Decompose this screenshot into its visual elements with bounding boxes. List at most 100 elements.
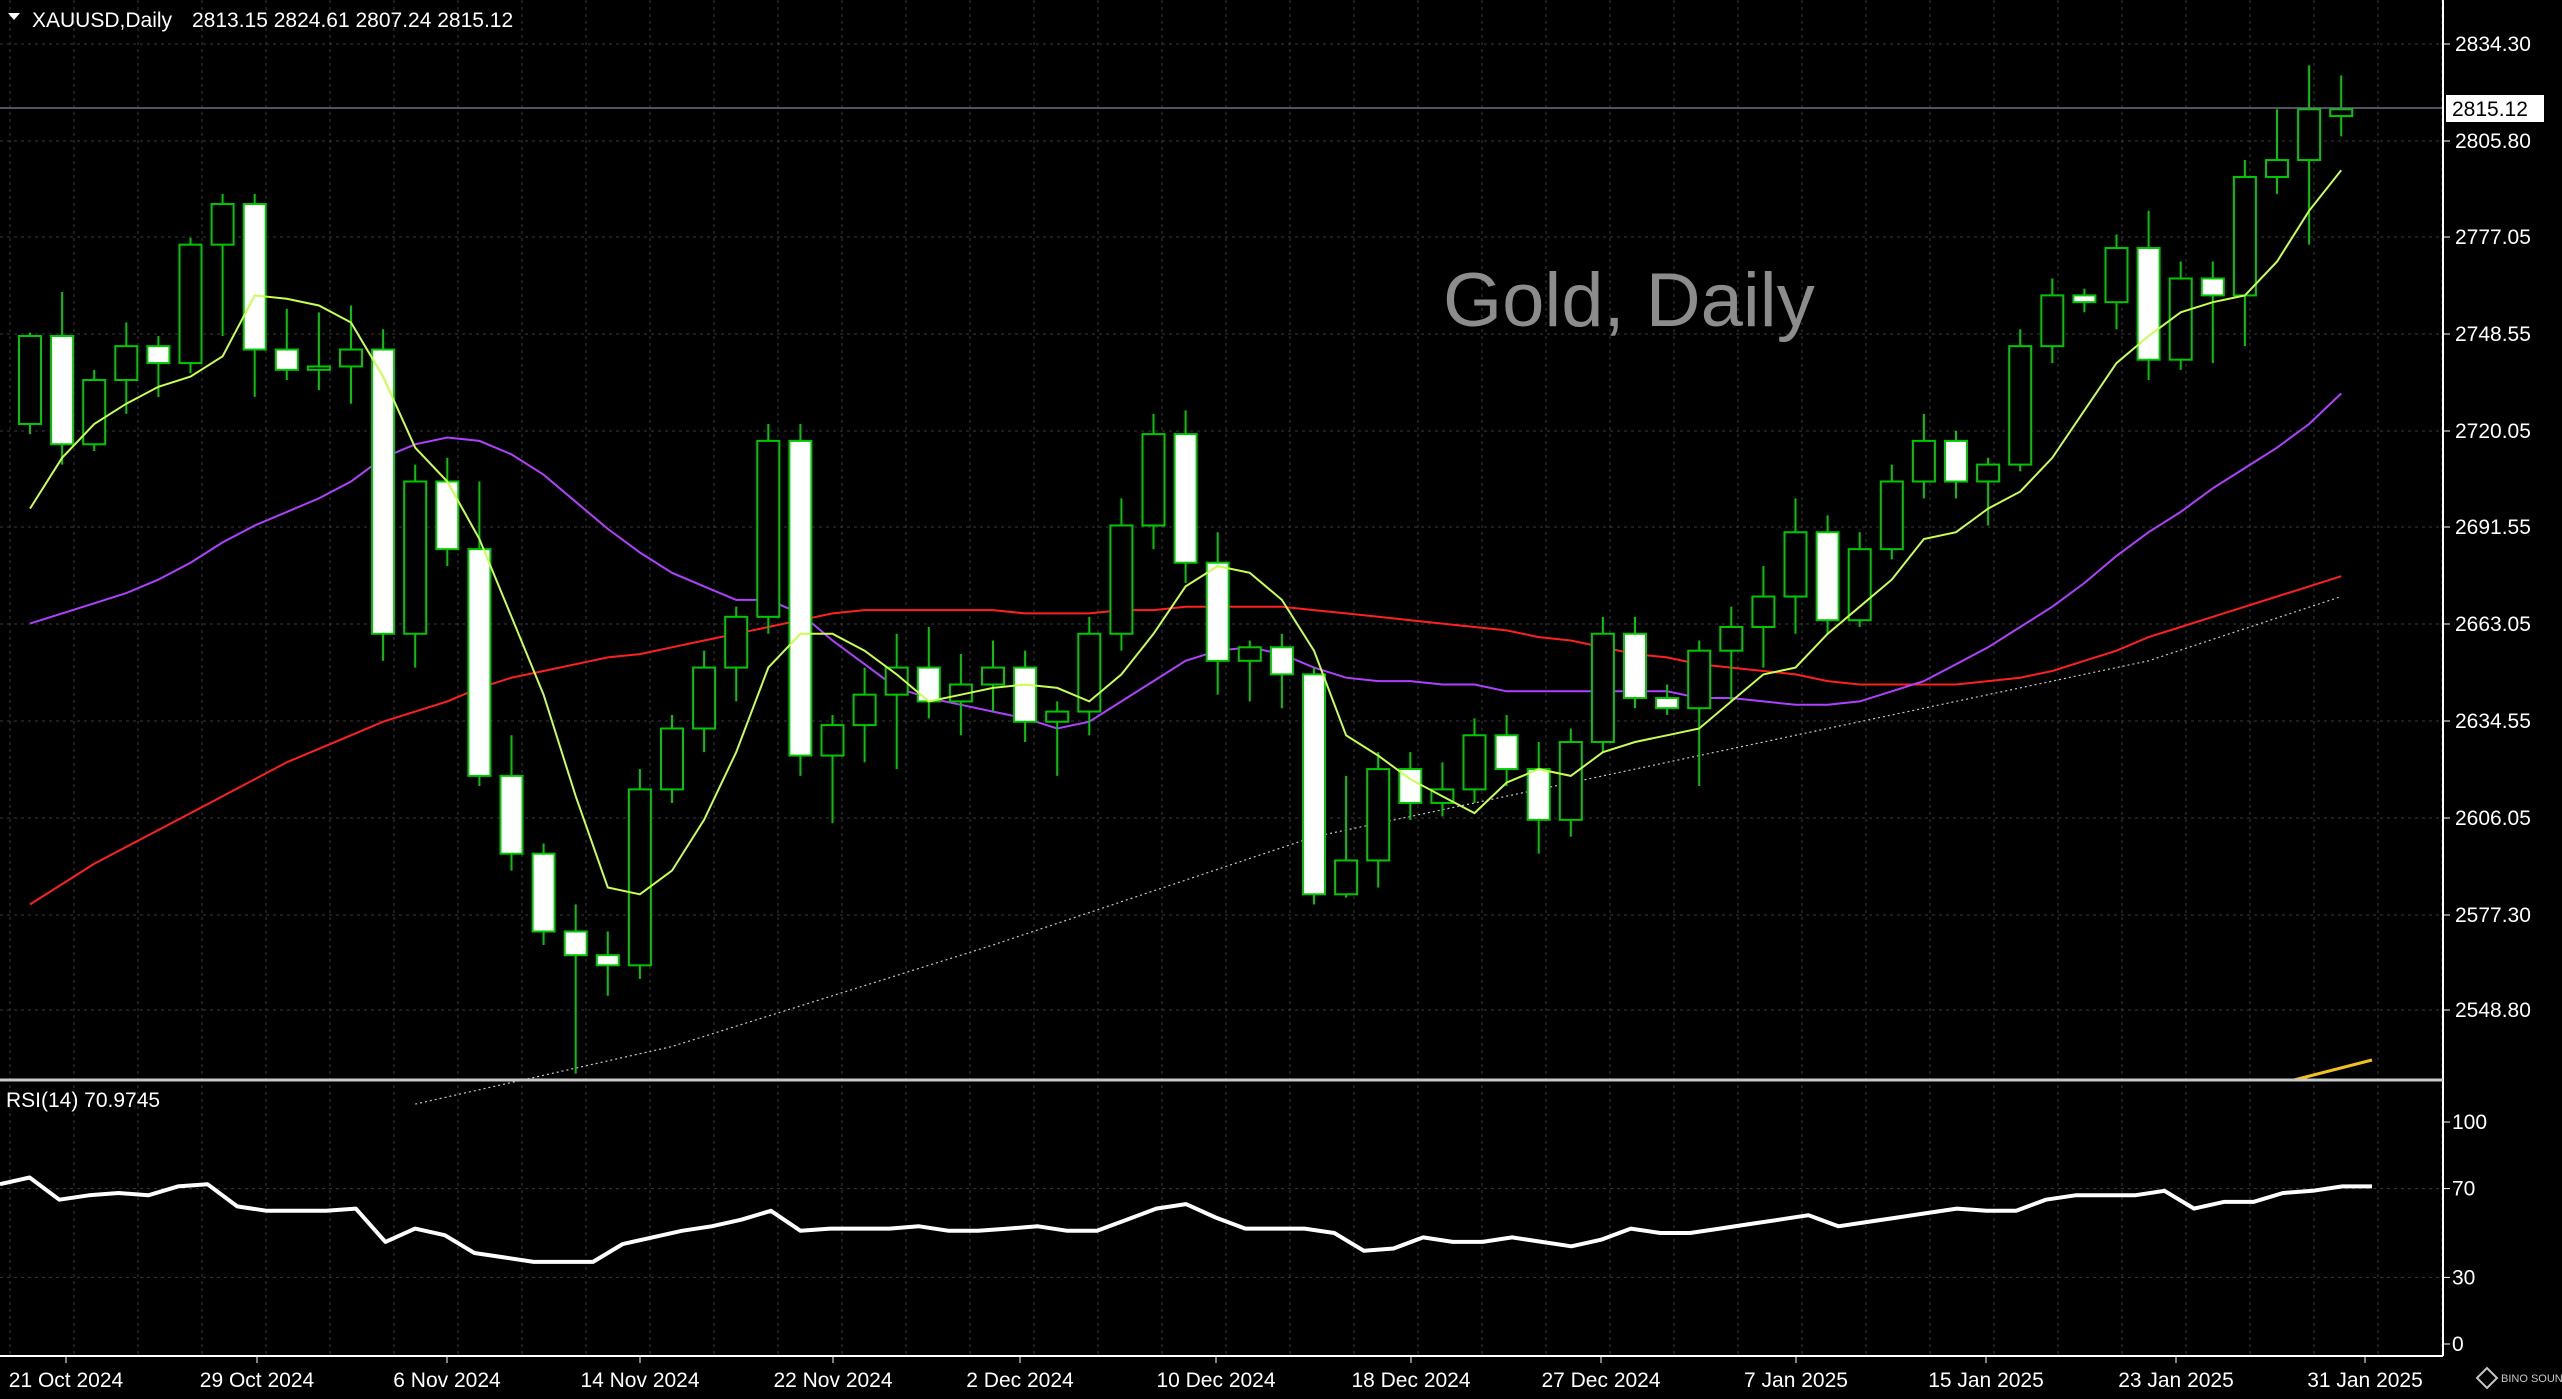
date-axis: 21 Oct 2024 29 Oct 2024 6 Nov 2024 14 Nov 2… <box>9 1356 2423 1392</box>
candle-down <box>242 203 267 351</box>
date-tick-label: 14 Nov 2024 <box>580 1369 699 1392</box>
candle-up <box>756 439 781 618</box>
candle-down <box>1815 531 1840 622</box>
candle-up <box>1879 480 1904 551</box>
candle-up <box>2232 175 2257 297</box>
candle-up <box>210 203 235 246</box>
date-tick-label: 15 Jan 2025 <box>1928 1369 2044 1392</box>
candle-down <box>595 954 620 967</box>
logo-diamond-icon <box>2475 1366 2499 1390</box>
candle-up <box>1687 649 1712 710</box>
candle-down <box>1944 439 1968 483</box>
candle-up <box>820 724 845 757</box>
candle-up <box>1045 710 1070 723</box>
candle-down <box>2200 277 2225 297</box>
candle-down <box>371 348 396 635</box>
header-collapse-triangle[interactable] <box>8 13 20 20</box>
candle-down <box>1205 561 1230 662</box>
candle-up <box>1719 625 1744 652</box>
candle-up <box>692 666 717 730</box>
candles <box>18 65 2354 1074</box>
ma-fast-path <box>29 169 2342 896</box>
price-tick-label: 2634.55 <box>2455 710 2531 733</box>
date-tick-label: 2 Dec 2024 <box>966 1369 1074 1392</box>
price-tick-label: 2691.55 <box>2455 516 2531 539</box>
date-tick-label: 22 Nov 2024 <box>773 1369 892 1392</box>
candle-down <box>1494 734 1519 771</box>
rsi-axis: 100 70 30 0 <box>2443 1111 2487 1356</box>
candle-down <box>788 439 813 757</box>
price-tick-label: 2748.55 <box>2455 323 2531 346</box>
candle-up <box>2168 277 2193 361</box>
rsi-label: RSI(14) 70.9745 <box>6 1089 160 1112</box>
price-axis: 2834.30 2805.80 2777.05 2748.55 2720.05 2691.… <box>2443 33 2531 1022</box>
candle-up <box>2040 294 2065 348</box>
candle-up <box>1366 768 1391 862</box>
candle-down <box>1013 666 1038 723</box>
date-tick-label: 21 Oct 2024 <box>9 1369 124 1392</box>
candle-up <box>1237 646 1262 662</box>
candle-down <box>1655 697 1680 710</box>
candle-up <box>981 666 1005 686</box>
rsi-tick-label: 30 <box>2452 1266 2475 1289</box>
date-tick-label: 6 Nov 2024 <box>393 1369 501 1392</box>
candle-up <box>18 334 42 425</box>
candle-down <box>2072 294 2097 304</box>
candle-down <box>1173 433 1198 564</box>
rsi-grid <box>0 1188 2443 1278</box>
candle-up <box>1911 439 1936 483</box>
candle-up <box>627 788 652 967</box>
candle-up <box>1109 524 1134 635</box>
candle-up <box>114 345 139 381</box>
current-price-label: 2815.12 <box>2452 98 2528 121</box>
ma-mid-path <box>29 392 2342 730</box>
price-tick-label: 2720.05 <box>2455 420 2531 443</box>
date-tick-label: 29 Oct 2024 <box>200 1369 315 1392</box>
date-tick-label: 10 Dec 2024 <box>1156 1369 1275 1392</box>
price-tick-label: 2777.05 <box>2455 226 2531 249</box>
candle-down <box>916 666 941 703</box>
current-price-tag <box>2446 95 2544 122</box>
candle-down <box>499 774 524 855</box>
date-tick-label: 23 Jan 2025 <box>2118 1369 2234 1392</box>
candle-up <box>1847 548 1872 622</box>
ma-slow-line <box>29 575 2342 906</box>
candle-down <box>1526 768 1551 821</box>
candle-up <box>884 666 909 696</box>
candle-down <box>467 548 492 777</box>
price-tick-label: 2805.80 <box>2455 130 2531 153</box>
chart-ohlc-values: 2813.15 2824.61 2807.24 2815.12 <box>192 9 513 32</box>
candle-up <box>1590 632 1615 744</box>
candle-up <box>1976 463 2001 483</box>
logo: BINO SOUND <box>2475 1366 2562 1390</box>
indicator-segment <box>2293 1058 2373 1082</box>
candle-up <box>660 727 684 791</box>
date-tick-label: 18 Dec 2024 <box>1351 1369 1470 1392</box>
candle-up <box>724 615 749 669</box>
candle-down <box>531 852 556 933</box>
candle-up <box>1141 433 1166 527</box>
candle-up <box>1558 741 1583 821</box>
candle-up <box>1751 595 1776 628</box>
candle-up <box>2008 345 2033 466</box>
candle-up <box>178 243 203 365</box>
candle-down <box>1269 646 1294 676</box>
candle-up <box>82 378 107 446</box>
price-tick-label: 2606.05 <box>2455 807 2531 830</box>
candle-up <box>306 365 331 371</box>
price-tick-label: 2577.30 <box>2455 904 2531 927</box>
candle-up <box>403 480 428 635</box>
candle-down <box>146 345 171 365</box>
candle-down <box>50 334 75 446</box>
candle-up <box>1462 734 1487 791</box>
candle-up <box>1077 632 1102 713</box>
date-tick-label: 7 Jan 2025 <box>1744 1369 1848 1392</box>
watermark: Gold, Daily <box>1443 258 1815 343</box>
chart-symbol-label: XAUUSD,Daily <box>32 9 173 32</box>
price-tick-label: 2834.30 <box>2455 33 2531 56</box>
date-tick-label: 31 Jan 2025 <box>2307 1369 2423 1392</box>
rsi-line <box>0 1175 2372 1264</box>
candle-down <box>435 480 460 551</box>
ma-fast-line <box>29 169 2342 896</box>
